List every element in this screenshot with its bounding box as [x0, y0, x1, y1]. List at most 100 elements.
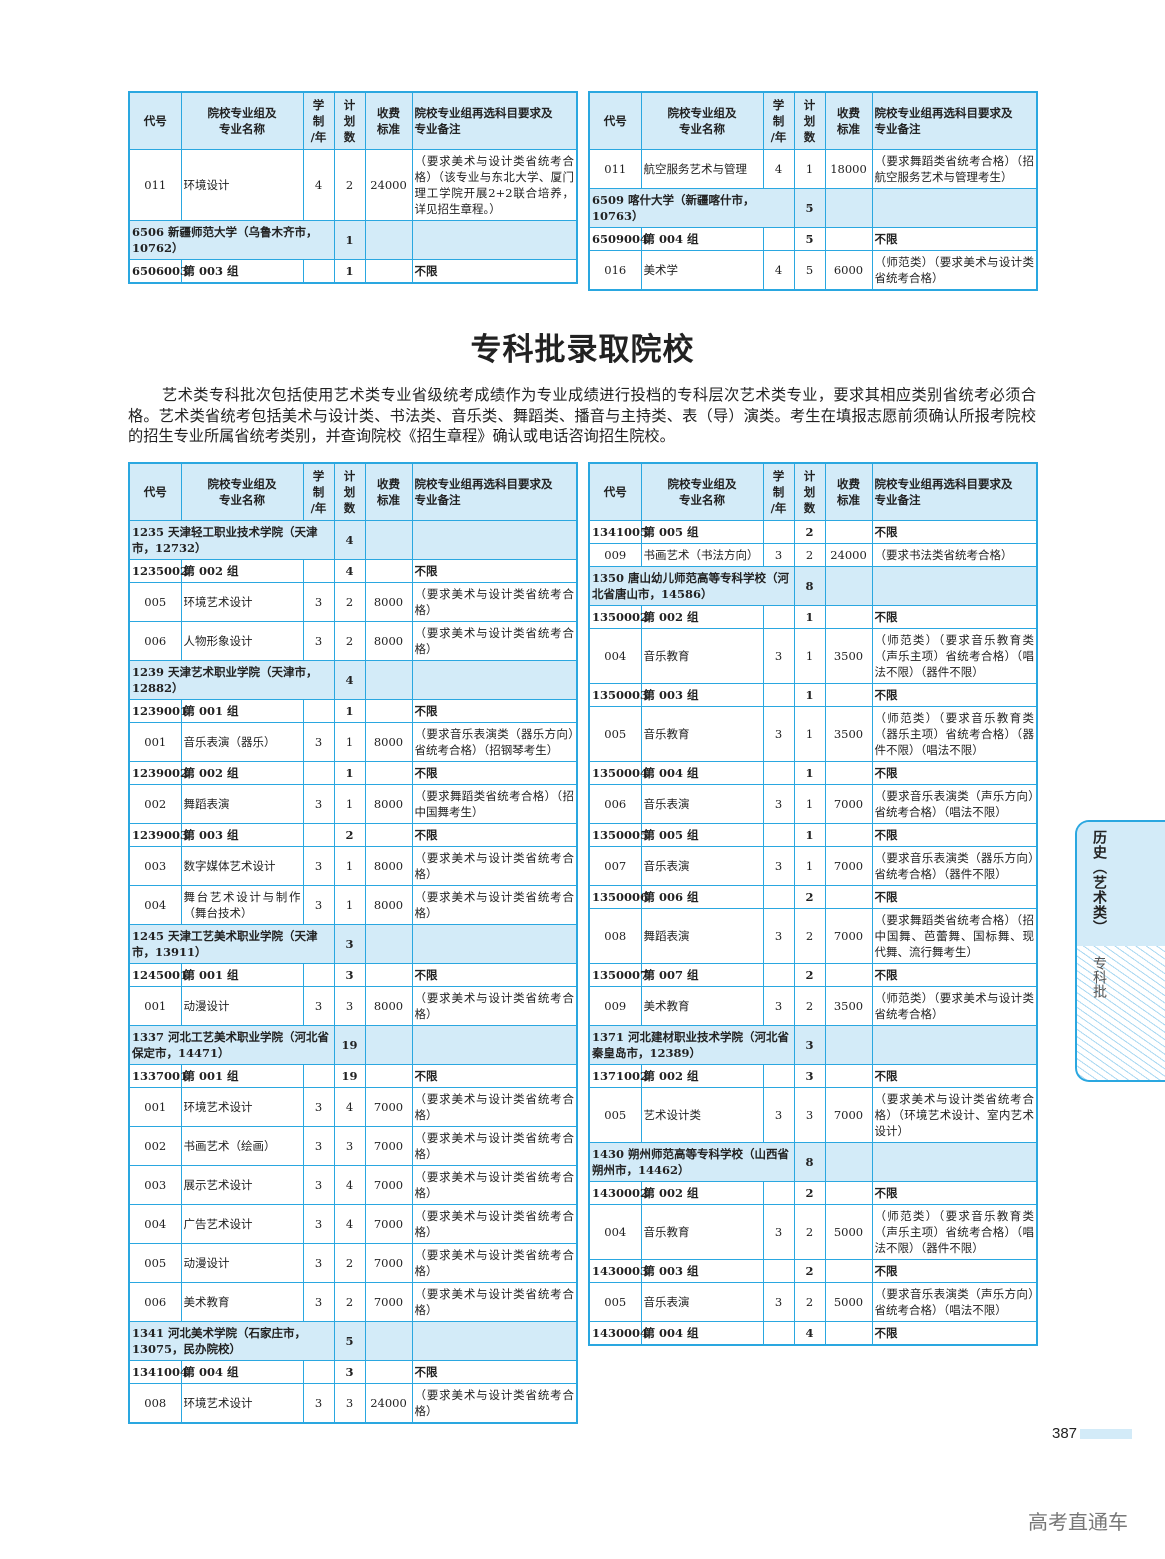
fee: 7000 [364, 1281, 413, 1322]
note: （师范类）（要求音乐教育类（器乐主项）省统考合格）（器件不限）（唱法不限） [871, 705, 1038, 762]
major-row: 001 动漫设计 3 3 8000 （要求美术与设计类省统考合格） [128, 985, 578, 1026]
fee [364, 1063, 413, 1088]
major-row: 005 音乐教育 3 1 3500 （师范类）（要求音乐教育类（器乐主项）省统考合格）（器… [588, 705, 1038, 762]
school-row: 1350 唐山幼儿师范高等专科学校（河北省唐山市，14586） 8 [588, 565, 1038, 606]
years: 3 [762, 1281, 795, 1322]
school-row: 1430 朔州师范高等专科学校（山西省朔州市，14462） 8 [588, 1141, 1038, 1182]
fee: 7000 [364, 1125, 413, 1166]
header-row: 代号 院校专业组及 专业名称学制/年计划数收费 标准 院校专业组再选科目要求及 专业备注 [588, 462, 1038, 521]
name: 舞台艺术设计与制作（舞台技术） [180, 884, 304, 925]
note: 不限 [411, 558, 578, 583]
group-row: 6509004 第 004 组 5 不限 [588, 226, 1038, 251]
code: 001 [128, 1086, 182, 1127]
header-years: 学制/年 [762, 462, 795, 521]
code: 007 [588, 845, 642, 886]
code: 011 [588, 148, 642, 189]
years: 3 [302, 581, 335, 622]
code: 005 [588, 1281, 642, 1322]
name: 第 005 组 [640, 822, 764, 847]
name: 第 003 组 [640, 682, 764, 707]
years: 4 [302, 148, 335, 221]
plan-count: 2 [793, 519, 826, 544]
group-row: 1341004 第 004 组 3 不限 [128, 1359, 578, 1384]
school-row: 6506 新疆师范大学（乌鲁木齐市，10762） 1 [128, 219, 578, 260]
code: 016 [588, 249, 642, 290]
note: （要求美术与设计类省统考合格） [411, 1125, 578, 1166]
fee [364, 219, 413, 260]
fee: 24000 [824, 542, 873, 567]
fee: 7000 [364, 1164, 413, 1205]
fee [364, 659, 413, 700]
plan-count: 5 [793, 249, 826, 290]
school-name: 1430 朔州师范高等专科学校（山西省朔州市，14462） [588, 1141, 795, 1182]
note: 不限 [871, 884, 1038, 909]
years [302, 822, 335, 847]
plan-count: 1 [793, 760, 826, 785]
code: 1239003 [128, 822, 188, 847]
fee [364, 258, 413, 283]
side-tab: 历史（艺术类） 专科批 [1075, 820, 1165, 1082]
code: 006 [128, 620, 182, 661]
plan-count: 1 [333, 760, 366, 785]
years [302, 1063, 335, 1088]
fee [364, 558, 413, 583]
plan-count: 1 [333, 783, 366, 824]
note: （要求美术与设计类省统考合格） [411, 620, 578, 661]
fee: 3500 [824, 985, 873, 1026]
fee [364, 962, 413, 987]
major-row: 004 音乐教育 3 1 3500 （师范类）（要求音乐教育类（声乐主项）省统考合格）（唱… [588, 627, 1038, 684]
name: 环境艺术设计 [180, 1086, 304, 1127]
plan-count: 2 [333, 581, 366, 622]
years: 3 [302, 1281, 335, 1322]
years [762, 604, 795, 629]
years: 3 [302, 1164, 335, 1205]
fee: 8000 [364, 581, 413, 622]
header-name: 院校专业组及 专业名称 [640, 91, 764, 150]
note: （要求美术与设计类省统考合格） [411, 884, 578, 925]
name: 环境艺术设计 [180, 581, 304, 622]
plan-count: 2 [333, 620, 366, 661]
plan-count: 4 [333, 519, 366, 560]
major-row: 011 航空服务艺术与管理 4 1 18000 （要求舞蹈类省统考合格）（招航空服务艺术与… [588, 148, 1038, 189]
header-plan: 计划数 [333, 462, 366, 521]
code: 1350005 [588, 822, 648, 847]
school-row: 1341 河北美术学院（石家庄市，13075，民办院校） 5 [128, 1320, 578, 1361]
fee [824, 884, 873, 909]
name: 第 001 组 [180, 698, 304, 723]
name: 第 003 组 [180, 258, 304, 283]
school-name: 1239 天津艺术职业学院（天津市，12882） [128, 659, 335, 700]
name: 美术教育 [640, 985, 764, 1026]
header-name: 院校专业组及 专业名称 [180, 462, 304, 521]
major-row: 001 音乐表演（器乐） 3 1 8000 （要求音乐表演类（器乐方向）省统考合格）（招钢… [128, 721, 578, 762]
note: （要求音乐表演类（声乐方向）省统考合格）（唱法不限） [871, 1281, 1038, 1322]
years: 3 [762, 907, 795, 964]
header-fee: 收费 标准 [364, 462, 413, 521]
header-years: 学制/年 [762, 91, 795, 150]
note: 不限 [871, 1180, 1038, 1205]
name: 环境艺术设计 [180, 1382, 304, 1423]
watermark: 高考直通车 [1028, 1510, 1128, 1534]
note: 不限 [411, 1359, 578, 1384]
name: 数字媒体艺术设计 [180, 845, 304, 886]
plan-count: 2 [793, 907, 826, 964]
fee [824, 1180, 873, 1205]
code: 008 [128, 1382, 182, 1423]
name: 第 001 组 [180, 1063, 304, 1088]
note: 不限 [411, 822, 578, 847]
note: （要求舞蹈类省统考合格）（招中国舞考生） [411, 783, 578, 824]
code: 1341004 [128, 1359, 188, 1384]
years: 4 [762, 148, 795, 189]
fee [824, 604, 873, 629]
name: 第 004 组 [640, 1320, 764, 1345]
school-row: 1235 天津轻工职业技术学院（天津市，12732） 4 [128, 519, 578, 560]
major-row: 007 音乐表演 3 1 7000 （要求音乐表演类（器乐方向）省统考合格）（器件不限） [588, 845, 1038, 886]
side-tab-sub: 专科批 [1091, 956, 1107, 998]
header-code: 代号 [588, 91, 642, 150]
intro-paragraph: 艺术类专科批次包括使用艺术类专业省级统考成绩作为专业成绩进行投档的专科层次艺术类… [128, 386, 1036, 445]
plan-count: 1 [333, 845, 366, 886]
plan-count: 3 [333, 962, 366, 987]
years: 3 [302, 1086, 335, 1127]
school-row: 1337 河北工艺美术职业学院（河北省保定市，14471） 19 [128, 1024, 578, 1065]
note: （师范类）（要求美术与设计类省统考合格） [871, 985, 1038, 1026]
group-row: 1239001 第 001 组 1 不限 [128, 698, 578, 723]
